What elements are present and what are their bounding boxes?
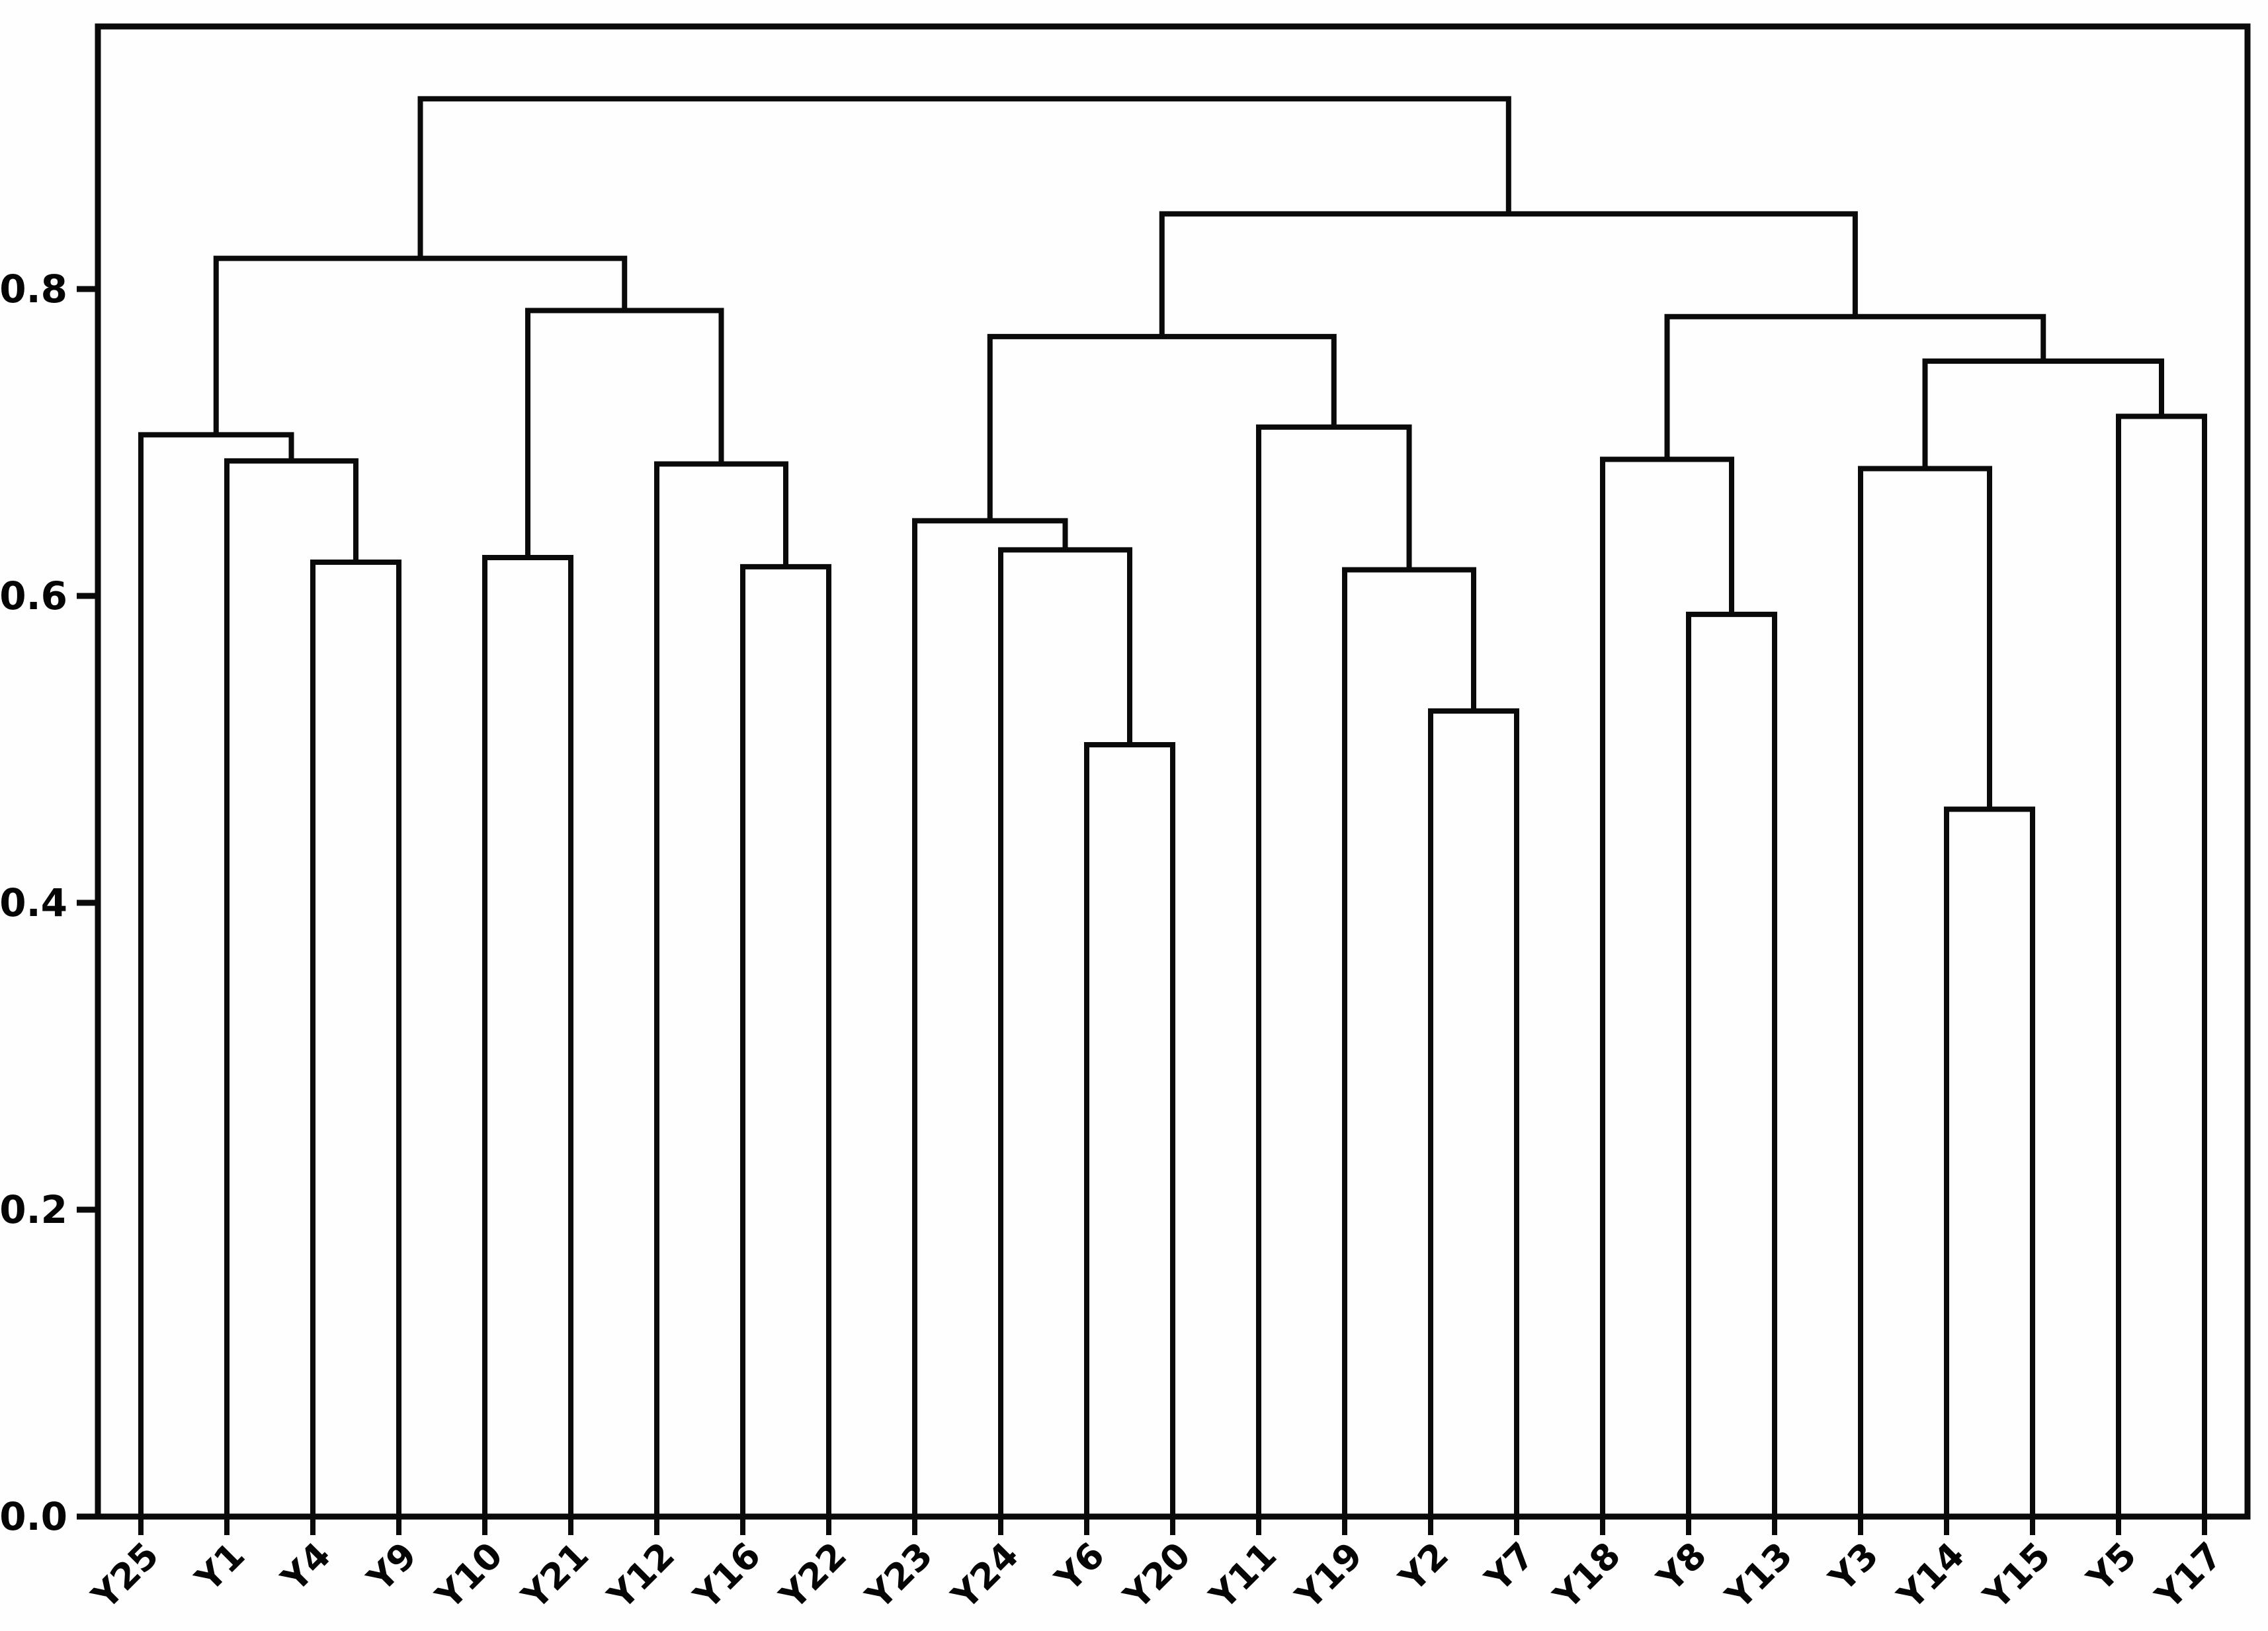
y-tick-label: 0.0 — [0, 1494, 67, 1539]
cluster-link — [310, 559, 401, 1517]
y-tick-label: 0.8 — [0, 267, 67, 312]
cluster-link — [1428, 708, 1519, 1517]
leaf-label: Y10 — [427, 1534, 511, 1618]
leaf-label: Y22 — [771, 1534, 855, 1618]
cluster-link — [1084, 742, 1175, 1517]
leaf-label: Y1 — [187, 1534, 253, 1600]
cluster-link — [998, 547, 1132, 1517]
leaf-label: Y7 — [1477, 1534, 1542, 1600]
leaf-label: Y13 — [1717, 1534, 1800, 1618]
cluster-link — [1600, 456, 1734, 1517]
cluster-link — [1944, 806, 2035, 1517]
y-tick-label: 0.2 — [0, 1187, 67, 1232]
y-axis: 0.0 0.2 0.4 0.6 0.8 — [0, 267, 98, 1539]
leaf-label: Y23 — [857, 1534, 941, 1618]
cluster-link — [1664, 314, 2046, 460]
leaf-label: Y6 — [1047, 1534, 1113, 1600]
x-axis: Y25 Y1 Y4 Y9 Y10 Y21 Y12 Y16 Y22 Y23 Y24 Y6 Y20 Y11 Y1… — [83, 1517, 2230, 1618]
cluster-link — [482, 555, 573, 1517]
cluster-link — [138, 432, 294, 1517]
leaf-label: Y8 — [1649, 1534, 1714, 1600]
cluster-link — [654, 461, 788, 1517]
cluster-link — [1256, 424, 1412, 1517]
cluster-link — [1686, 611, 1777, 1517]
leaf-label: Y24 — [943, 1534, 1027, 1618]
leaf-label: Y4 — [273, 1534, 339, 1600]
leaf-label: Y18 — [1545, 1534, 1628, 1618]
cluster-link — [417, 96, 1511, 259]
leaf-label: Y21 — [513, 1534, 597, 1618]
leaf-label: Y12 — [599, 1534, 683, 1618]
cluster-link — [2116, 413, 2207, 1517]
leaf-label: Y25 — [83, 1534, 167, 1618]
cluster-link — [912, 518, 1068, 1517]
leaf-label: Y9 — [359, 1534, 425, 1600]
leaf-label: Y19 — [1287, 1534, 1370, 1618]
leaf-label: Y20 — [1115, 1534, 1198, 1618]
cluster-link — [740, 564, 831, 1517]
dendrogram-tree — [138, 96, 2207, 1517]
cluster-link — [213, 255, 628, 435]
leaf-label: Y16 — [685, 1534, 769, 1618]
leaf-label: Y17 — [2147, 1534, 2230, 1618]
cluster-link — [525, 308, 724, 558]
leaf-label: Y14 — [1889, 1534, 1972, 1618]
y-tick-label: 0.6 — [0, 573, 67, 618]
leaf-label: Y2 — [1391, 1534, 1456, 1600]
leaf-label: Y11 — [1201, 1534, 1284, 1618]
leaf-label: Y15 — [1975, 1534, 2058, 1618]
cluster-link — [1858, 466, 1992, 1517]
leaf-label: Y3 — [1821, 1534, 1886, 1600]
y-tick-label: 0.4 — [0, 880, 67, 925]
cluster-link — [224, 458, 358, 1517]
leaf-label: Y5 — [2079, 1534, 2144, 1600]
